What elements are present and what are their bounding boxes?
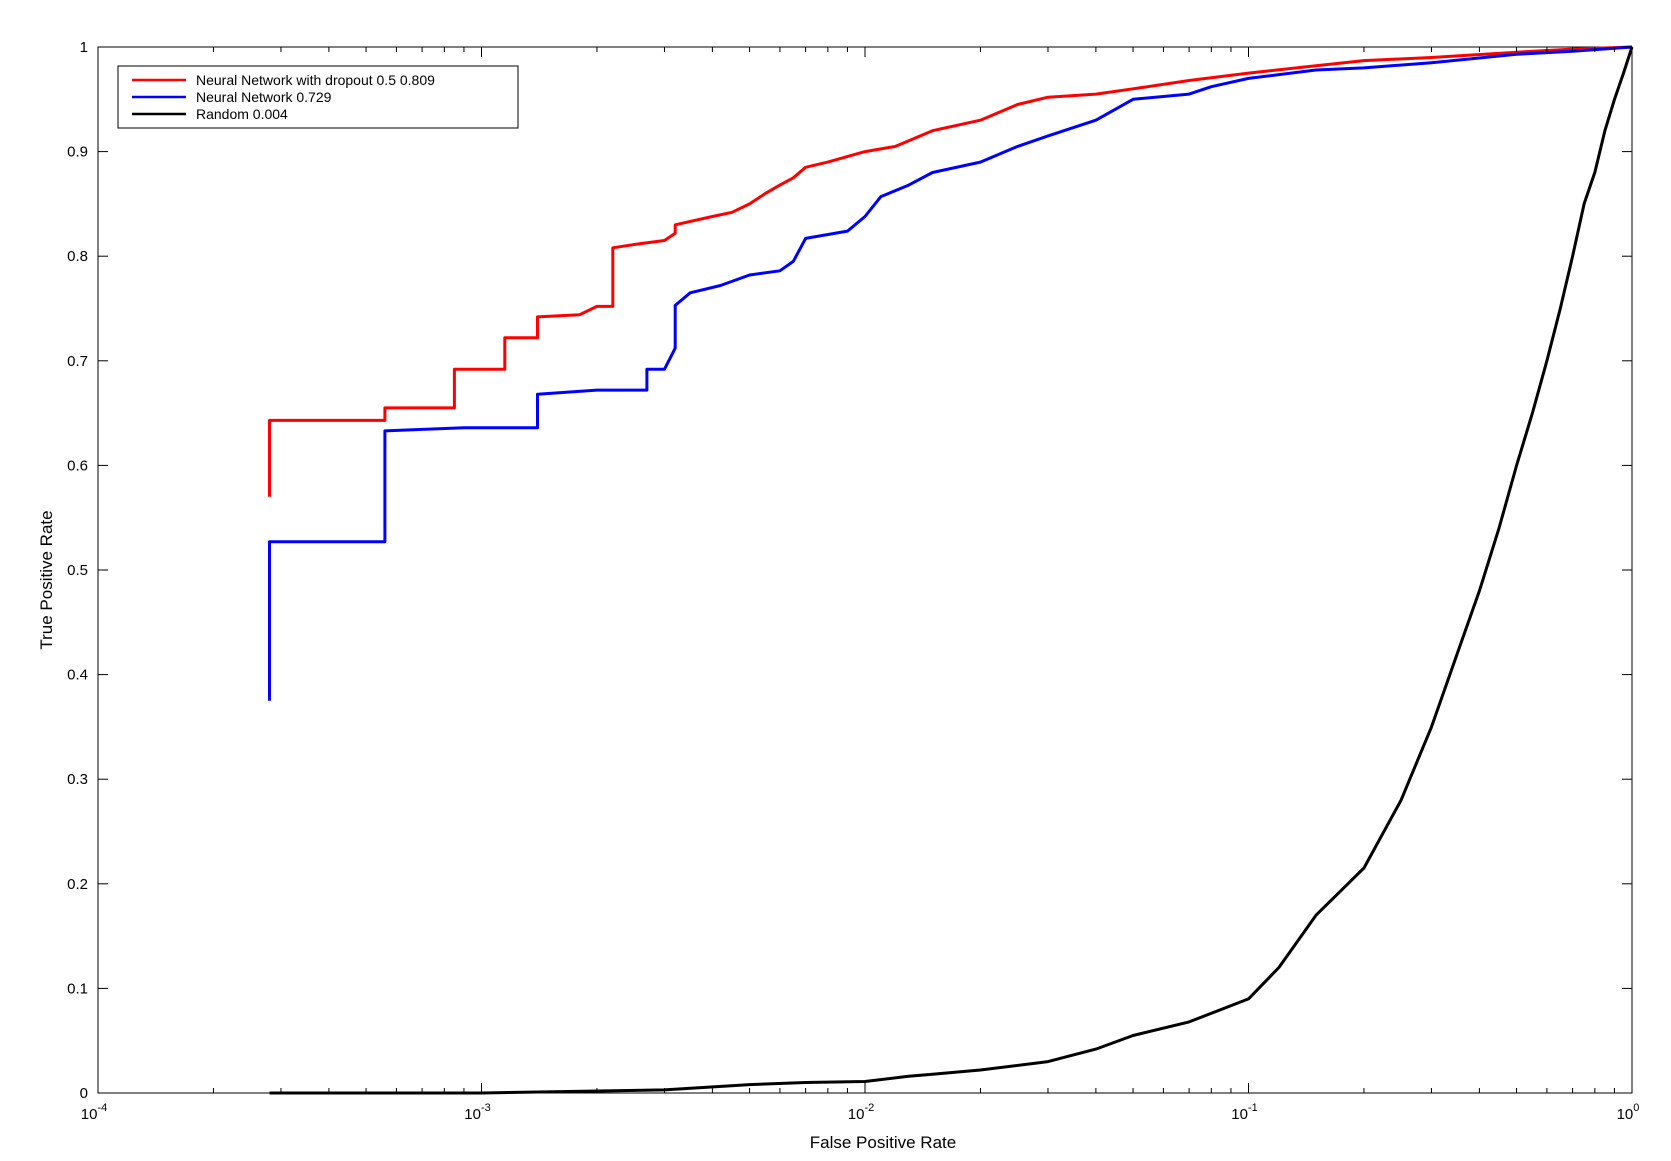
y-tick-label: 0.9 — [67, 144, 88, 161]
y-tick-label: 0.6 — [67, 457, 88, 474]
y-tick-label: 0.2 — [67, 876, 88, 893]
y-axis-label: True Positive Rate — [37, 510, 56, 649]
series-layer — [268, 45, 1634, 1095]
y-tick-label: 0.1 — [67, 980, 88, 997]
x-axis-ticks: 10-4 10-3 10-2 10-1 100 — [81, 47, 1640, 1123]
y-tick-label: 0.4 — [67, 667, 88, 684]
y-tick-label: 0 — [80, 1085, 88, 1102]
plot-frame — [97, 46, 1633, 1094]
x-tick-label: 10-3 — [464, 1102, 490, 1123]
x-tick-label: 10-1 — [1231, 1102, 1257, 1123]
y-axis-ticks: 0 0.1 0.2 0.3 0.4 0.5 0.6 0.7 0.8 0.9 1 — [67, 39, 1632, 1102]
series-line-1 — [268, 45, 1633, 701]
legend: Neural Network with dropout 0.5 0.809Neu… — [117, 65, 519, 129]
legend-entry: Neural Network with dropout 0.5 0.809 — [196, 72, 435, 88]
y-tick-label: 0.5 — [67, 562, 88, 579]
y-tick-label: 0.3 — [67, 771, 88, 788]
plot-area — [97, 46, 1633, 1094]
legend-entry: Neural Network 0.729 — [196, 89, 332, 105]
legend-entry: Random 0.004 — [196, 106, 288, 122]
x-tick-label: 100 — [1617, 1102, 1640, 1123]
x-tick-label: 10-4 — [81, 1102, 107, 1123]
y-tick-label: 1 — [80, 39, 88, 56]
x-tick-label: 10-2 — [848, 1102, 874, 1123]
y-tick-label: 0.7 — [67, 353, 88, 370]
series-line-2 — [269, 46, 1634, 1095]
y-tick-label: 0.8 — [67, 248, 88, 265]
series-line-0 — [268, 45, 1633, 497]
x-axis-label: False Positive Rate — [810, 1133, 956, 1152]
